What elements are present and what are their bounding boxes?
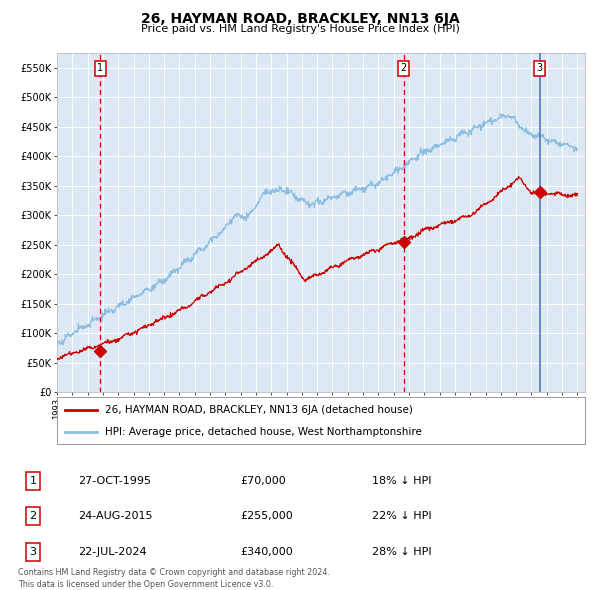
Text: 27-OCT-1995: 27-OCT-1995 — [78, 476, 151, 486]
Text: Contains HM Land Registry data © Crown copyright and database right 2024.
This d: Contains HM Land Registry data © Crown c… — [18, 568, 330, 589]
Text: 22-JUL-2024: 22-JUL-2024 — [78, 547, 146, 556]
Text: 24-AUG-2015: 24-AUG-2015 — [78, 512, 152, 521]
Text: £340,000: £340,000 — [240, 547, 293, 556]
Text: 28% ↓ HPI: 28% ↓ HPI — [372, 547, 431, 556]
Text: 3: 3 — [29, 547, 37, 556]
Text: 2: 2 — [29, 512, 37, 521]
Text: 1: 1 — [97, 63, 103, 73]
Text: 2: 2 — [401, 63, 407, 73]
Text: 26, HAYMAN ROAD, BRACKLEY, NN13 6JA (detached house): 26, HAYMAN ROAD, BRACKLEY, NN13 6JA (det… — [104, 405, 412, 415]
Text: £70,000: £70,000 — [240, 476, 286, 486]
Text: HPI: Average price, detached house, West Northamptonshire: HPI: Average price, detached house, West… — [104, 427, 421, 437]
Text: £255,000: £255,000 — [240, 512, 293, 521]
Text: 3: 3 — [537, 63, 543, 73]
Text: Price paid vs. HM Land Registry's House Price Index (HPI): Price paid vs. HM Land Registry's House … — [140, 24, 460, 34]
Text: 26, HAYMAN ROAD, BRACKLEY, NN13 6JA: 26, HAYMAN ROAD, BRACKLEY, NN13 6JA — [140, 12, 460, 27]
Text: 22% ↓ HPI: 22% ↓ HPI — [372, 512, 431, 521]
Text: 18% ↓ HPI: 18% ↓ HPI — [372, 476, 431, 486]
Text: 1: 1 — [29, 476, 37, 486]
